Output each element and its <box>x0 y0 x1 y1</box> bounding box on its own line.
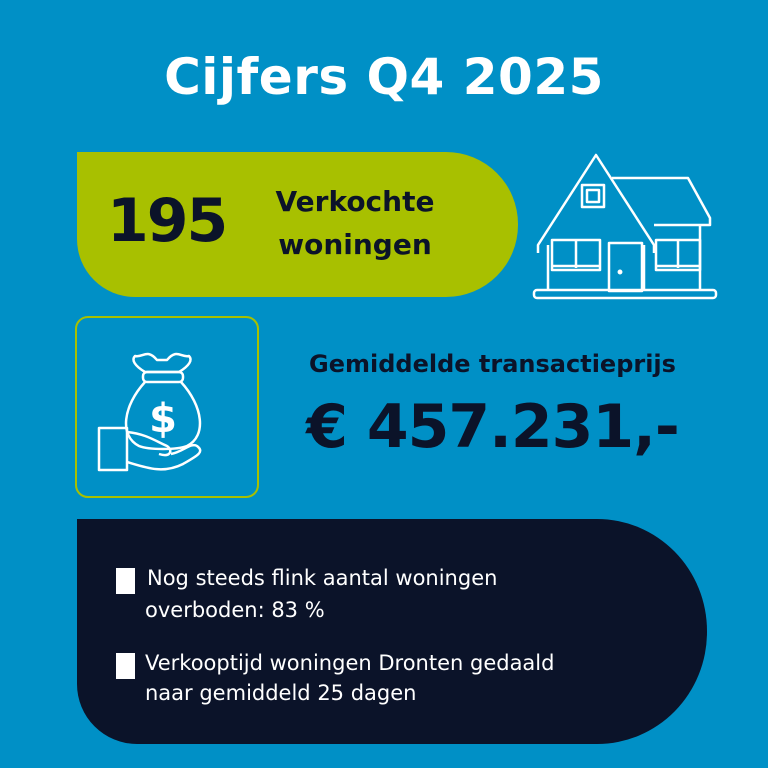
sold-label-line1: Verkochte <box>275 185 435 218</box>
page-title: Cijfers Q4 2025 <box>164 48 604 106</box>
bullet-line2: overboden: 83 % <box>145 598 325 622</box>
house-icon <box>532 153 718 300</box>
money-icon-box: $ <box>75 316 259 498</box>
highlights-panel <box>77 519 707 744</box>
sold-count-panel <box>77 152 518 297</box>
bullet-square-icon <box>116 568 135 594</box>
bullet-line2: naar gemiddeld 25 dagen <box>145 681 417 705</box>
price-value: € 457.231,- <box>306 392 680 462</box>
svg-text:$: $ <box>149 396 177 442</box>
sold-count: 195 <box>107 186 228 256</box>
price-label: Gemiddelde transactieprijs <box>309 350 676 378</box>
bullet-line1: Nog steeds flink aantal woningen <box>147 566 498 590</box>
sold-label-line2: woningen <box>278 228 432 261</box>
sold-label: Verkochte woningen <box>250 180 460 266</box>
money-bag-hand-icon: $ <box>97 352 202 472</box>
bullet-line1: Verkooptijd woningen Dronten gedaald <box>145 651 555 675</box>
bullet-square-icon <box>116 653 135 679</box>
